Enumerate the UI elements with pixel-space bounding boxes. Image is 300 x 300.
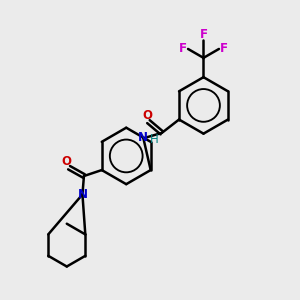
Text: O: O [62,154,72,168]
Text: H: H [150,133,159,146]
Text: N: N [77,188,87,201]
Text: N: N [138,131,148,144]
Text: F: F [179,42,187,56]
Text: F: F [220,42,228,56]
Text: O: O [142,109,152,122]
Text: F: F [200,28,208,40]
